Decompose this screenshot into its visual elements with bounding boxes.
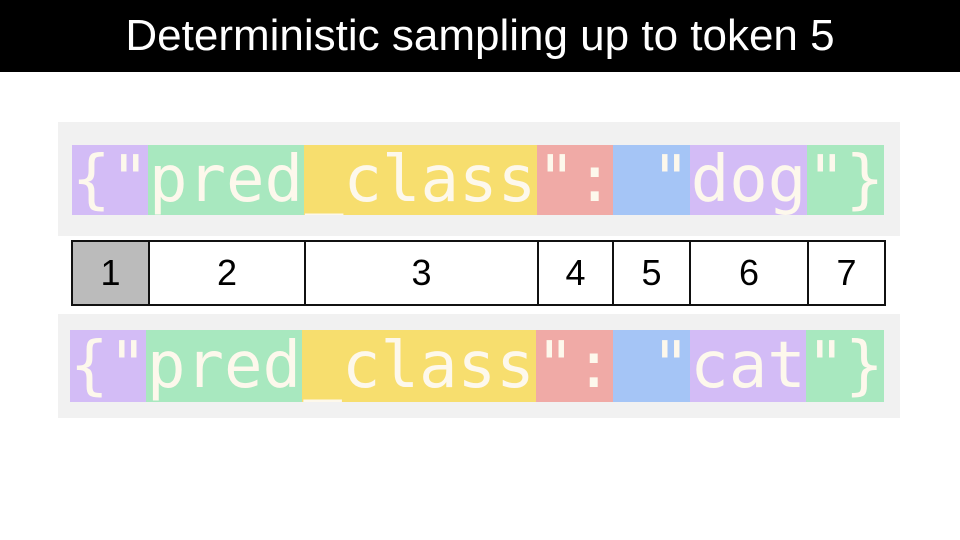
title: Deterministic sampling up to token 5 — [125, 11, 835, 60]
token-index-cell: 5 — [612, 240, 691, 306]
token-segment: pred — [146, 330, 302, 402]
token-index-cell: 2 — [148, 240, 306, 306]
token-index-cell: 1 — [71, 240, 150, 306]
title-bar: Deterministic sampling up to token 5 — [0, 0, 960, 72]
token-index-cell: 3 — [304, 240, 539, 306]
token-segment: " — [613, 145, 690, 215]
token-index-cell: 6 — [689, 240, 809, 306]
token-segment: cat — [690, 330, 806, 402]
token-index-cell: 7 — [807, 240, 886, 306]
token-segment: _class — [304, 145, 537, 215]
token-segment: "} — [807, 145, 884, 215]
token-index-cell: 4 — [537, 240, 614, 306]
token-segment: ": — [537, 145, 613, 215]
token-segment: {" — [72, 145, 148, 215]
token-segment: "} — [806, 330, 884, 402]
token-segment: {" — [70, 330, 146, 402]
token-segment: pred — [148, 145, 304, 215]
token-segment: ": — [536, 330, 613, 402]
token-segment: " — [613, 330, 690, 402]
token-segment: _class — [302, 330, 536, 402]
token-segment: dog — [690, 145, 807, 215]
